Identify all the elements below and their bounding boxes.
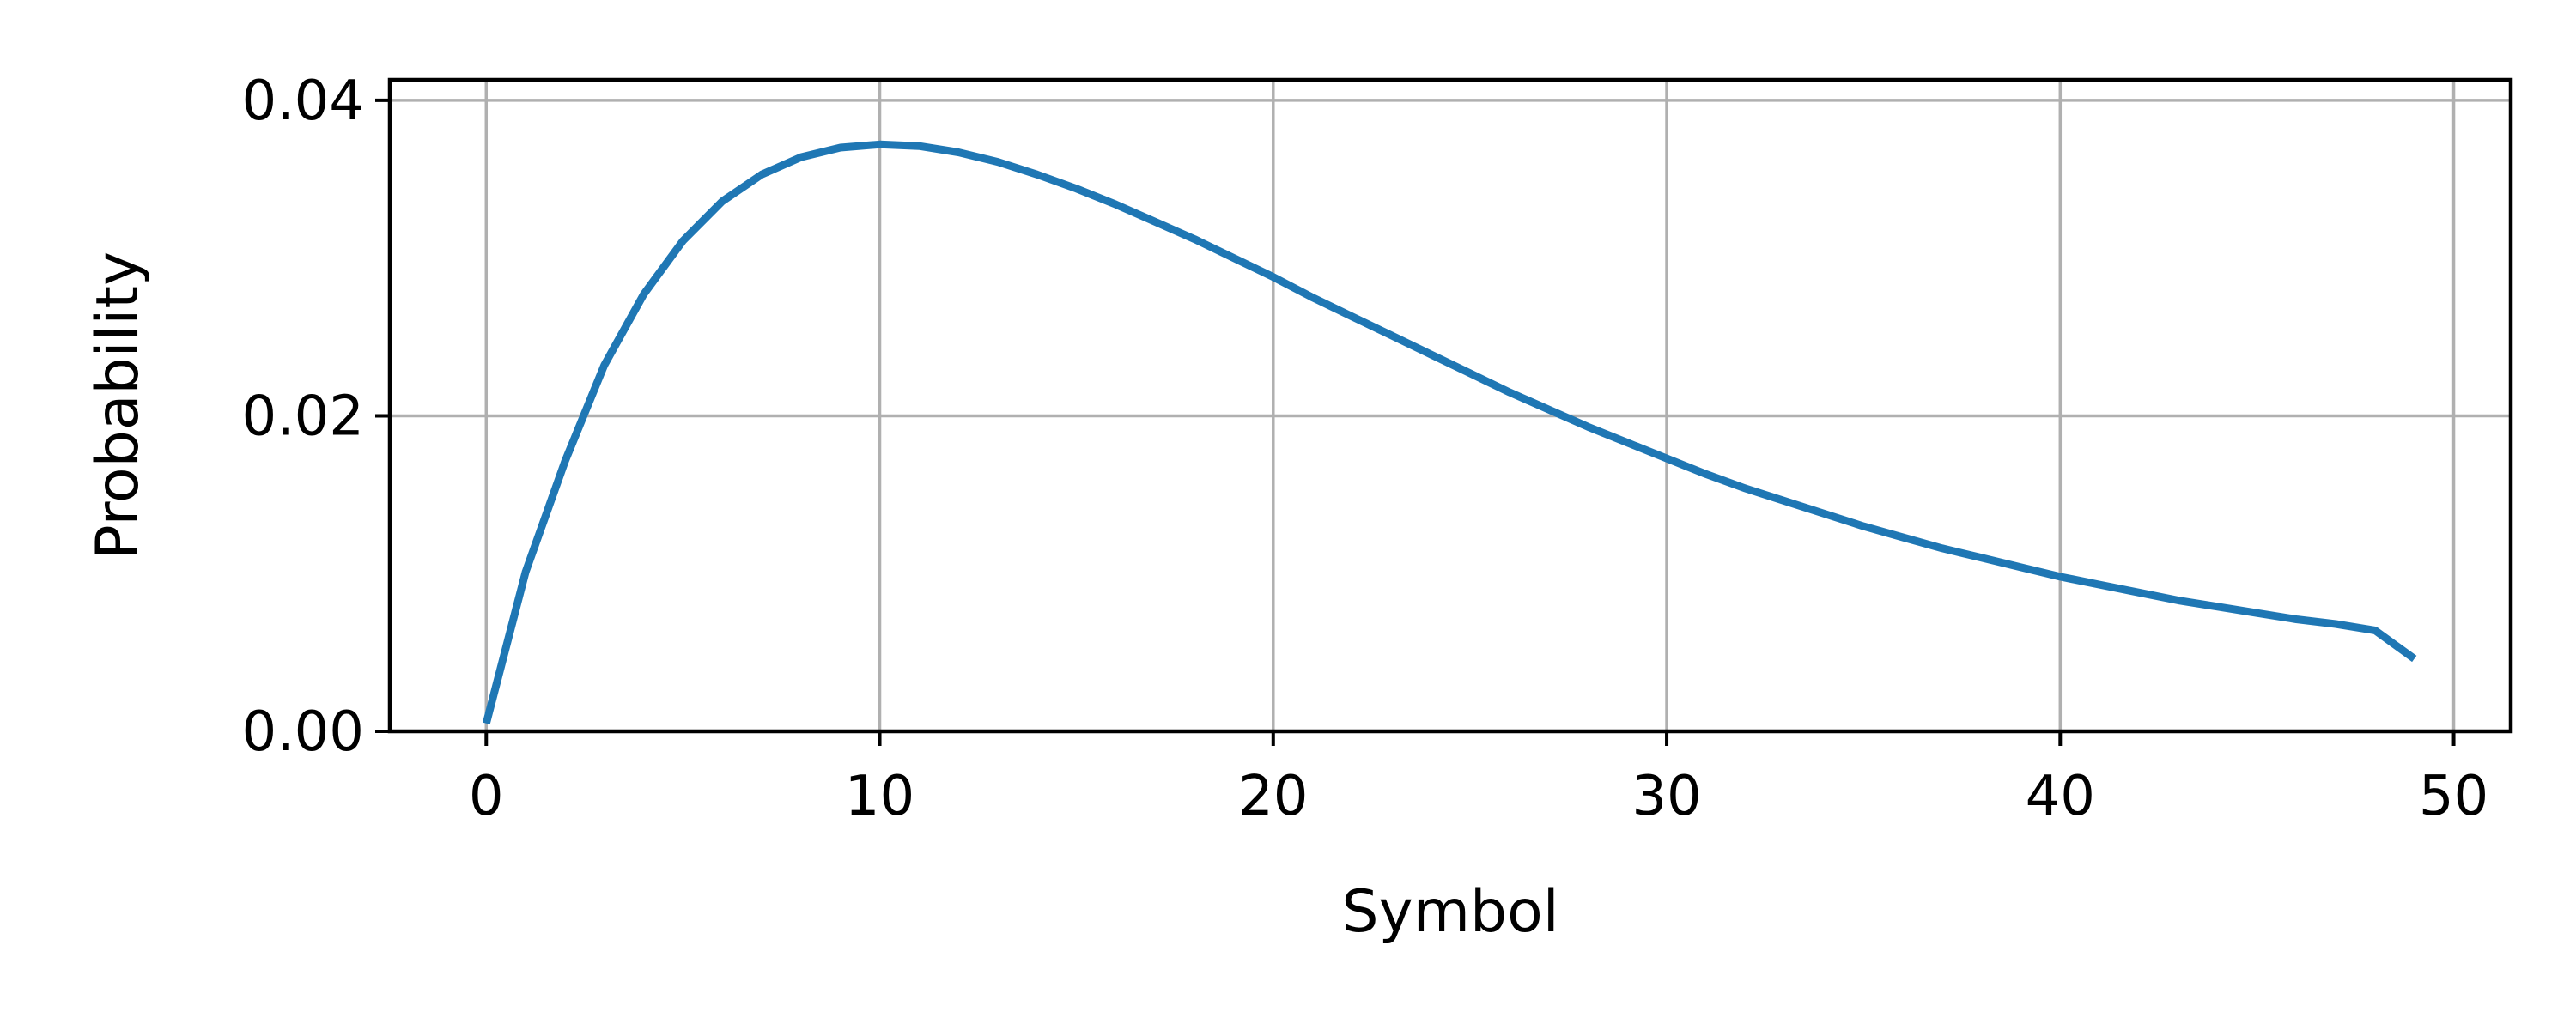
- x-tick-label: 40: [2026, 765, 2095, 828]
- x-tick-label: 10: [845, 765, 914, 828]
- x-axis: 0 10 20 30 40 50: [469, 731, 2488, 828]
- y-tick-label: 0.00: [242, 700, 365, 764]
- y-tick-label: 0.02: [242, 385, 365, 448]
- x-tick-label: 20: [1238, 765, 1308, 828]
- y-tick-label: 0.04: [242, 70, 365, 133]
- x-axis-label: Symbol: [1341, 878, 1558, 946]
- y-axis-label: Probability: [84, 251, 152, 560]
- x-tick-label: 50: [2419, 765, 2488, 828]
- series-lines: [482, 140, 2417, 724]
- x-tick-label: 30: [1631, 765, 1701, 828]
- series-line: [482, 140, 2417, 724]
- grid-lines: [390, 80, 2511, 733]
- x-tick-label: 0: [469, 765, 504, 828]
- plot-frame: [387, 77, 2513, 734]
- y-axis: 0.00 0.02 0.04: [242, 70, 390, 764]
